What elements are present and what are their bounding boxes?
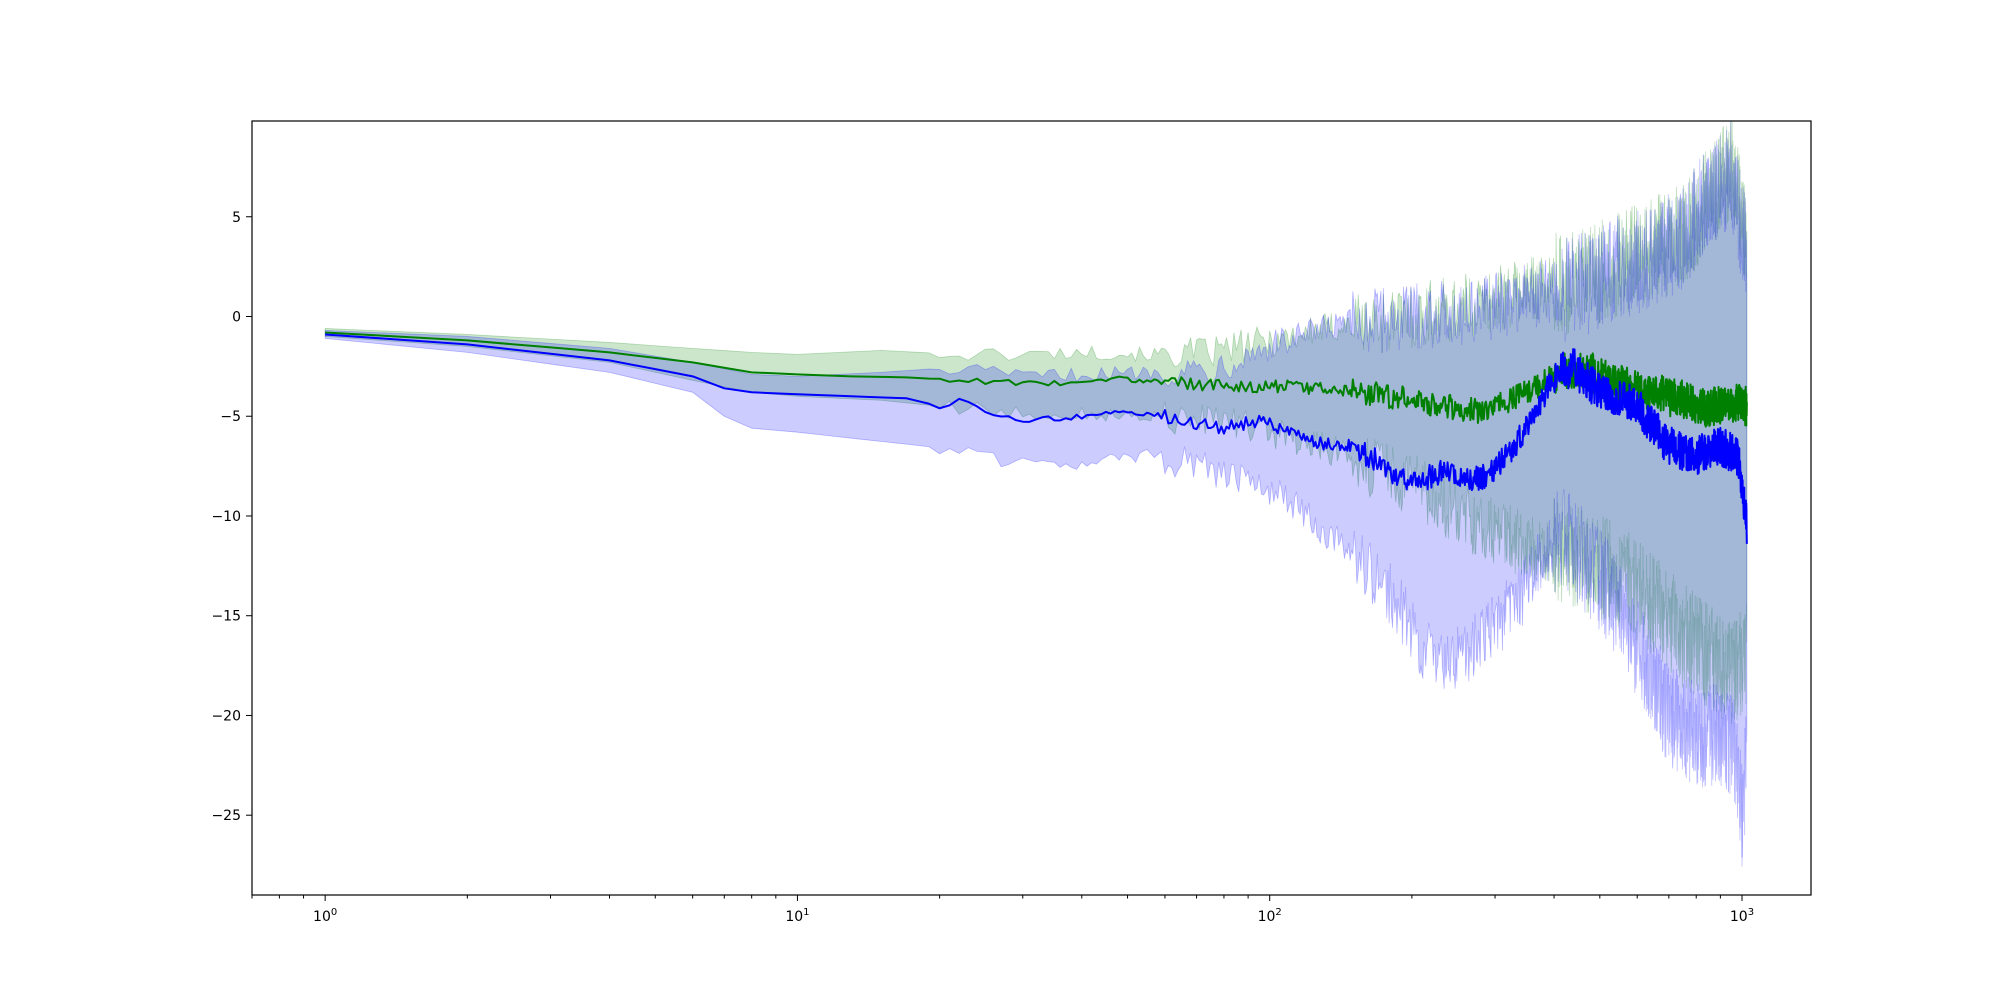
y-tick-label: −15 (211, 609, 241, 625)
x-tick-label: 101 (785, 907, 809, 925)
band-blue (324, 121, 1748, 867)
y-axis: 5 0 −5 −10 −15 −20 −25 (211, 210, 252, 824)
y-tick-label: 5 (232, 210, 241, 226)
x-tick-label: 103 (1730, 907, 1754, 925)
band-green (324, 121, 1748, 724)
line-green (325, 331, 1748, 428)
y-tick-label: −25 (211, 808, 241, 824)
axes-frame (251, 120, 1812, 896)
y-tick-label: 0 (232, 309, 241, 325)
x-axis: 100 101 102 103 (251, 895, 1754, 925)
x-tick-label: 100 (313, 907, 337, 925)
y-tick-label: −10 (211, 509, 241, 525)
y-tick-label: −5 (220, 409, 241, 425)
y-tick-label: −20 (211, 708, 241, 724)
x-tick-label: 102 (1258, 907, 1282, 925)
line-blue (325, 333, 1748, 544)
plot-area (324, 121, 1748, 867)
